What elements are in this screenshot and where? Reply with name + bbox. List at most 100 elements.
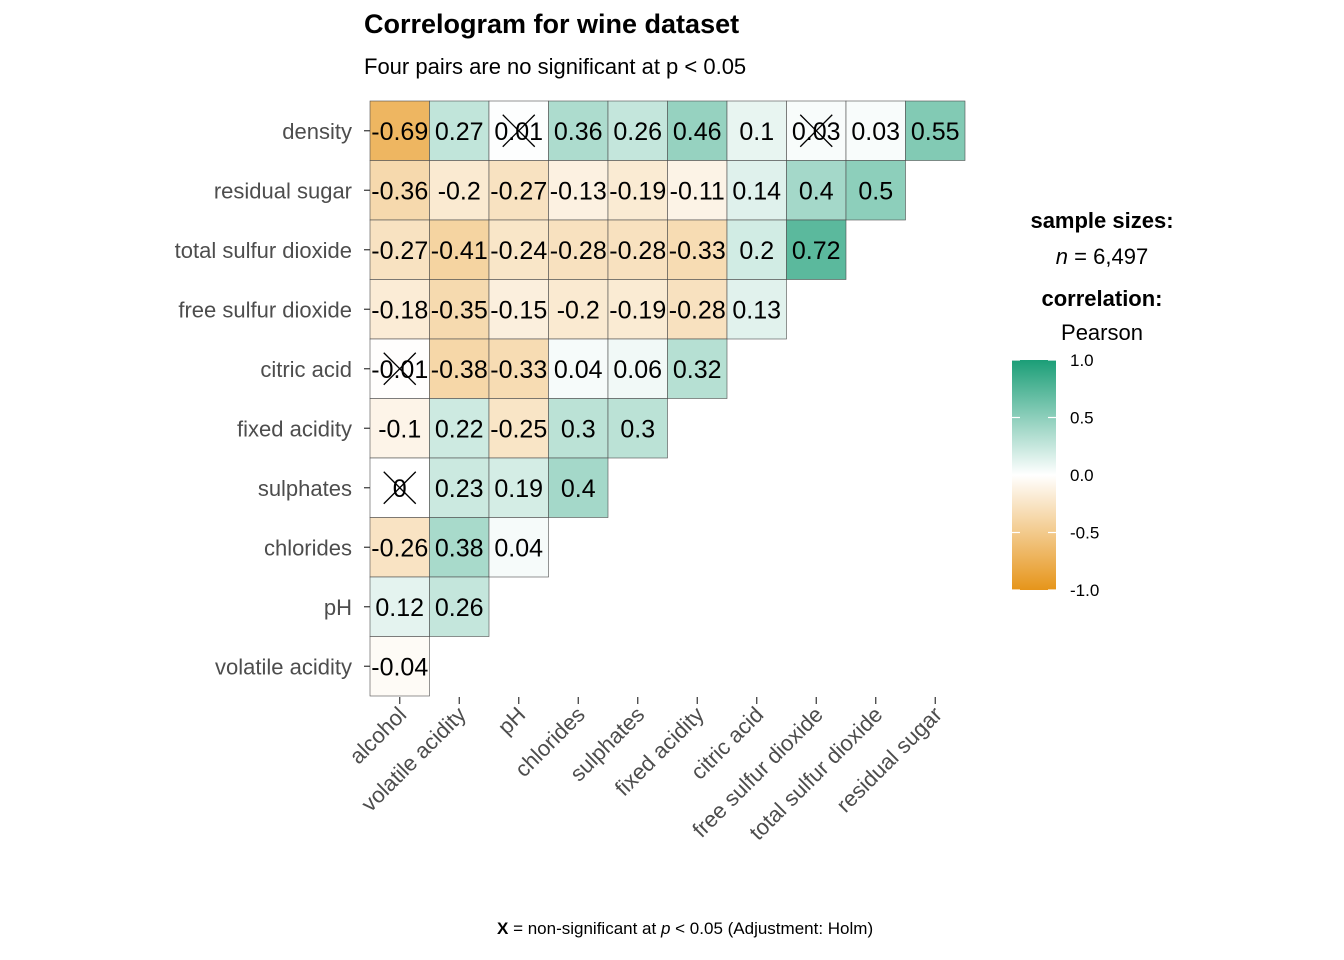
cell-residual-sugar-vs-free-sulfur-dioxide: 0.4 bbox=[786, 160, 847, 221]
cell-total-sulfur-dioxide-vs-fixed-acidity: -0.33 bbox=[667, 219, 728, 280]
cell-fill bbox=[667, 100, 728, 161]
y-tick-label-residual-sugar: residual sugar bbox=[214, 178, 352, 203]
cell-citric-acid-vs-alcohol: -0.01 bbox=[369, 338, 430, 399]
y-tick-label-fixed-acidity: fixed acidity bbox=[237, 416, 352, 441]
cell-value-label: -0.27 bbox=[371, 237, 428, 265]
cell-residual-sugar-vs-fixed-acidity: -0.11 bbox=[667, 160, 728, 221]
cell-chlorides-vs-ph: 0.04 bbox=[488, 517, 549, 578]
cell-free-sulfur-dioxide-vs-alcohol: -0.18 bbox=[369, 279, 430, 340]
y-tick-label-volatile-acidity: volatile acidity bbox=[215, 654, 352, 679]
cell-free-sulfur-dioxide-vs-citric-acid: 0.13 bbox=[726, 279, 787, 340]
cell-value-label: -0.41 bbox=[431, 237, 488, 265]
cell-fill bbox=[429, 279, 490, 340]
cell-value-label: -0.18 bbox=[371, 296, 428, 324]
chart-subtitle: Four pairs are no significant at p < 0.0… bbox=[364, 54, 747, 79]
cell-value-label: -0.24 bbox=[490, 237, 547, 265]
cell-residual-sugar-vs-chlorides: -0.13 bbox=[548, 160, 609, 221]
cell-fill bbox=[786, 160, 847, 221]
heatmap-cells: -0.69 0.27 0.01 0.36 0.26 0.46 0.1 0.03 0.03 0.55… bbox=[369, 100, 966, 697]
cell-value-label: -0.69 bbox=[371, 118, 428, 146]
y-tick-label-chlorides: chlorides bbox=[264, 535, 352, 560]
cell-value-label: -0.19 bbox=[609, 296, 666, 324]
cell-citric-acid-vs-chlorides: 0.04 bbox=[548, 338, 609, 399]
legend-tick-label: 1.0 bbox=[1070, 351, 1094, 370]
cell-density-vs-fixed-acidity: 0.46 bbox=[667, 100, 728, 161]
cell-value-label: 0.36 bbox=[554, 118, 603, 146]
cell-fill bbox=[548, 398, 609, 459]
y-tick-label-ph: pH bbox=[324, 595, 352, 620]
cell-value-label: -0.38 bbox=[431, 356, 488, 384]
cell-ph-vs-volatile-acidity: 0.26 bbox=[429, 576, 490, 637]
cell-fill bbox=[667, 219, 728, 280]
cell-total-sulfur-dioxide-vs-free-sulfur-dioxide: 0.72 bbox=[786, 219, 847, 280]
cell-value-label: 0.72 bbox=[792, 237, 841, 265]
cell-fill bbox=[369, 219, 430, 280]
cell-fill bbox=[548, 457, 609, 518]
legend-tick-label: 0.0 bbox=[1070, 466, 1094, 485]
cell-value-label: 0.26 bbox=[435, 594, 484, 622]
y-tick-label-sulphates: sulphates bbox=[258, 476, 352, 501]
cell-citric-acid-vs-volatile-acidity: -0.38 bbox=[429, 338, 490, 399]
cell-ph-vs-alcohol: 0.12 bbox=[369, 576, 430, 637]
cell-value-label: 0.2 bbox=[739, 237, 774, 265]
cell-value-label: 0.4 bbox=[561, 475, 596, 503]
cell-value-label: -0.36 bbox=[371, 177, 428, 205]
cell-value-label: 0.14 bbox=[732, 177, 781, 205]
cell-fill bbox=[667, 160, 728, 221]
cell-total-sulfur-dioxide-vs-alcohol: -0.27 bbox=[369, 219, 430, 280]
cell-fill bbox=[786, 219, 847, 280]
caption-text-b: < 0.05 (Adjustment: Holm) bbox=[670, 919, 874, 938]
y-tick-label-free-sulfur-dioxide: free sulfur dioxide bbox=[178, 297, 352, 322]
cell-fixed-acidity-vs-volatile-acidity: 0.22 bbox=[429, 398, 490, 459]
legend-corr-heading: correlation: bbox=[1041, 286, 1163, 311]
cell-fill bbox=[429, 398, 490, 459]
cell-value-label: 0.04 bbox=[494, 534, 543, 562]
cell-value-label: 0.22 bbox=[435, 415, 484, 443]
cell-fill bbox=[429, 338, 490, 399]
x-tick-label-residual-sugar: residual sugar bbox=[831, 702, 946, 817]
cell-density-vs-alcohol: -0.69 bbox=[369, 100, 430, 161]
cell-sulphates-vs-alcohol: 0 bbox=[369, 457, 430, 518]
cell-value-label: -0.01 bbox=[371, 356, 428, 384]
cell-fill bbox=[607, 338, 668, 399]
cell-value-label: 0.5 bbox=[858, 177, 893, 205]
cell-value-label: -0.04 bbox=[371, 653, 428, 681]
cell-density-vs-sulphates: 0.26 bbox=[607, 100, 668, 161]
cell-value-label: -0.35 bbox=[431, 296, 488, 324]
cell-fill bbox=[488, 338, 549, 399]
legend-tick-label: -1.0 bbox=[1070, 581, 1099, 600]
cell-value-label: -0.27 bbox=[490, 177, 547, 205]
cell-value-label: -0.13 bbox=[550, 177, 607, 205]
cell-value-label: 0.12 bbox=[375, 594, 424, 622]
cell-total-sulfur-dioxide-vs-chlorides: -0.28 bbox=[548, 219, 609, 280]
legend-tick-label: -0.5 bbox=[1070, 524, 1099, 543]
cell-fill bbox=[488, 517, 549, 578]
cell-free-sulfur-dioxide-vs-fixed-acidity: -0.28 bbox=[667, 279, 728, 340]
cell-fill bbox=[726, 100, 787, 161]
cell-value-label: 0.46 bbox=[673, 118, 722, 146]
cell-fill bbox=[607, 219, 668, 280]
cell-value-label: -0.19 bbox=[609, 177, 666, 205]
legend-n-symbol: n bbox=[1055, 244, 1069, 269]
legend-corr-method: Pearson bbox=[1061, 320, 1143, 345]
cell-fill bbox=[548, 338, 609, 399]
cell-fill bbox=[488, 279, 549, 340]
cell-total-sulfur-dioxide-vs-volatile-acidity: -0.41 bbox=[429, 219, 490, 280]
cell-value-label: 0.32 bbox=[673, 356, 722, 384]
cell-fixed-acidity-vs-alcohol: -0.1 bbox=[369, 398, 430, 459]
cell-fill bbox=[667, 279, 728, 340]
cell-fill bbox=[488, 160, 549, 221]
cell-fill bbox=[845, 100, 906, 161]
cell-residual-sugar-vs-ph: -0.27 bbox=[488, 160, 549, 221]
cell-citric-acid-vs-fixed-acidity: 0.32 bbox=[667, 338, 728, 399]
caption: X = non-significant at p < 0.05 (Adjustm… bbox=[497, 919, 873, 939]
caption-p-symbol: p bbox=[660, 919, 671, 938]
cell-value-label: 0.03 bbox=[851, 118, 900, 146]
cell-value-label: 0.13 bbox=[732, 296, 781, 324]
cell-fill bbox=[369, 160, 430, 221]
cell-value-label: 0.06 bbox=[613, 356, 662, 384]
cell-value-label: -0.25 bbox=[490, 415, 547, 443]
cell-value-label: -0.11 bbox=[670, 177, 725, 205]
cell-fill bbox=[429, 576, 490, 637]
